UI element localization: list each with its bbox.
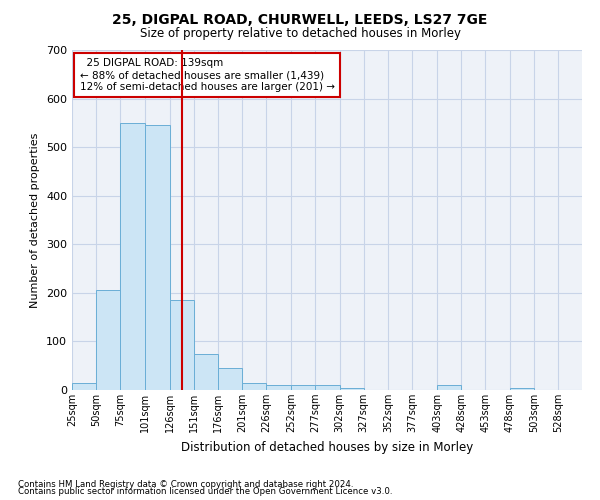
Bar bbox=[437, 385, 461, 390]
Text: 25, DIGPAL ROAD, CHURWELL, LEEDS, LS27 7GE: 25, DIGPAL ROAD, CHURWELL, LEEDS, LS27 7… bbox=[112, 12, 488, 26]
Text: Contains public sector information licensed under the Open Government Licence v3: Contains public sector information licen… bbox=[18, 488, 392, 496]
Text: 25 DIGPAL ROAD: 139sqm
← 88% of detached houses are smaller (1,439)
12% of semi-: 25 DIGPAL ROAD: 139sqm ← 88% of detached… bbox=[80, 58, 335, 92]
Bar bbox=[340, 388, 364, 390]
Bar bbox=[266, 385, 291, 390]
Bar bbox=[242, 382, 266, 390]
Bar bbox=[509, 388, 534, 390]
Bar bbox=[218, 368, 242, 390]
Text: Contains HM Land Registry data © Crown copyright and database right 2024.: Contains HM Land Registry data © Crown c… bbox=[18, 480, 353, 489]
Bar bbox=[170, 300, 194, 390]
Bar bbox=[145, 126, 170, 390]
Bar bbox=[316, 385, 340, 390]
Y-axis label: Number of detached properties: Number of detached properties bbox=[31, 132, 40, 308]
Bar bbox=[291, 385, 316, 390]
Bar bbox=[120, 123, 145, 390]
Text: Size of property relative to detached houses in Morley: Size of property relative to detached ho… bbox=[139, 28, 461, 40]
Bar bbox=[72, 382, 96, 390]
X-axis label: Distribution of detached houses by size in Morley: Distribution of detached houses by size … bbox=[181, 440, 473, 454]
Bar bbox=[194, 354, 218, 390]
Bar bbox=[96, 290, 120, 390]
